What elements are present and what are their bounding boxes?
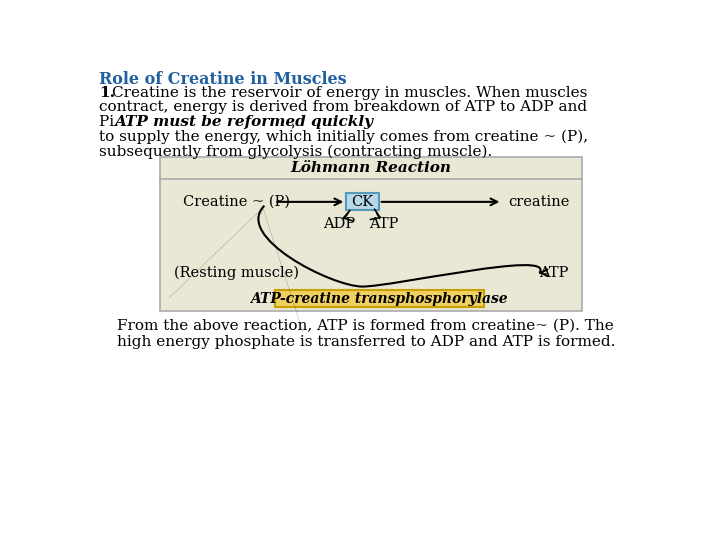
Text: ATP-creatine transphosphorylase: ATP-creatine transphosphorylase bbox=[251, 292, 508, 306]
Text: contract, energy is derived from breakdown of ATP to ADP and: contract, energy is derived from breakdo… bbox=[99, 100, 588, 114]
Bar bbox=[275, 291, 484, 307]
FancyArrowPatch shape bbox=[370, 209, 380, 219]
Text: 1.: 1. bbox=[99, 85, 115, 99]
Text: ADP: ADP bbox=[323, 217, 355, 231]
Bar bbox=[160, 157, 582, 311]
Text: ATP must be reformed quickly: ATP must be reformed quickly bbox=[114, 115, 373, 129]
Text: CK: CK bbox=[351, 195, 374, 209]
Text: ATP: ATP bbox=[369, 217, 399, 231]
Bar bbox=[346, 193, 379, 211]
Text: Creatine ~ (P): Creatine ~ (P) bbox=[183, 195, 290, 209]
Text: subsequently from glycolysis (contracting muscle).: subsequently from glycolysis (contractin… bbox=[99, 144, 492, 159]
Text: Löhmann Reaction: Löhmann Reaction bbox=[290, 161, 451, 175]
Text: Creatine is the reservoir of energy in muscles. When muscles: Creatine is the reservoir of energy in m… bbox=[112, 85, 587, 99]
Text: to supply the energy, which initially comes from creatine ~ (P),: to supply the energy, which initially co… bbox=[99, 130, 588, 144]
Text: creatine: creatine bbox=[508, 195, 570, 209]
Text: Pi.: Pi. bbox=[99, 115, 124, 129]
Text: ,: , bbox=[291, 115, 296, 129]
Text: ATP: ATP bbox=[539, 266, 569, 280]
Text: (Resting muscle): (Resting muscle) bbox=[174, 266, 299, 280]
Text: From the above reaction, ATP is formed from creatine~ (P). The
high energy phosp: From the above reaction, ATP is formed f… bbox=[117, 319, 616, 349]
Text: Role of Creatine in Muscles: Role of Creatine in Muscles bbox=[99, 71, 347, 88]
FancyArrowPatch shape bbox=[343, 211, 353, 221]
